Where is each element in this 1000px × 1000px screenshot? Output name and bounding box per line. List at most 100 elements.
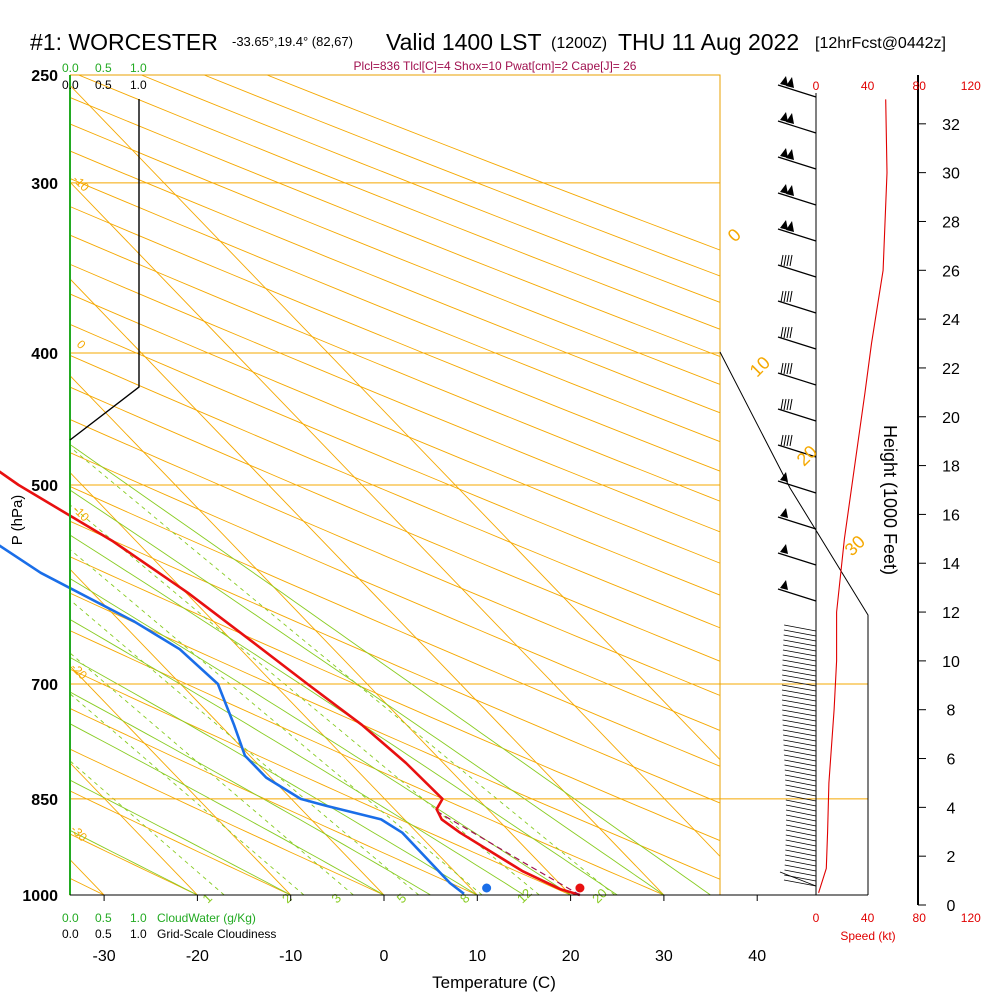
wind-barb-pennant <box>780 544 788 554</box>
wind-barb-feather <box>789 398 793 411</box>
dry-adiabat-line <box>70 386 720 662</box>
wind-barb-staff-low <box>785 789 817 797</box>
wind-barb-staff-low <box>784 624 817 632</box>
wind-barb-staff <box>777 588 817 602</box>
wind-barb-feather <box>789 326 793 339</box>
left-isotherm-label: 0 <box>74 337 89 352</box>
wind-barb-feather <box>780 254 784 267</box>
x-tick-label: 0 <box>380 948 389 965</box>
wind-barb-staff-low <box>783 879 817 887</box>
mixing-ratio-line <box>70 548 483 895</box>
dry-adiabat-line <box>70 293 720 564</box>
dry-adiabat-line <box>70 206 720 472</box>
wind-barb-staff-low <box>782 709 817 717</box>
height-tick-label: 30 <box>942 166 960 183</box>
height-tick-label: 26 <box>942 263 960 280</box>
wind-barb-staff-low <box>781 684 817 692</box>
plot-frame <box>69 74 868 896</box>
wind-barb-staff-low <box>784 769 817 777</box>
wind-barb-staff-low <box>782 674 817 682</box>
wind-barb-staff-low <box>785 804 817 812</box>
wind-barb-staff-low <box>783 739 817 747</box>
moist-adiabat-line <box>70 691 431 895</box>
height-tick-label: 8 <box>947 703 956 720</box>
top-cloudwater-tick-1: 0.5 <box>95 61 112 75</box>
dry-adiabat-line <box>70 97 720 358</box>
wind-barb-feather <box>786 326 790 339</box>
isotherm-label: 10 <box>746 353 774 381</box>
wind-barb-staff <box>777 156 817 170</box>
temperature-profile <box>0 470 581 897</box>
wind-barb-staff-low <box>784 864 817 872</box>
cloudiness-tick-2: 1.0 <box>130 927 147 941</box>
isotherm-line <box>70 568 385 895</box>
wind-barb-staff-low <box>785 799 817 807</box>
wind-barb-pennant <box>786 185 794 196</box>
wind-barb-staff-low <box>785 834 817 842</box>
isotherm-label: 0 <box>724 225 745 246</box>
dry-adiabat-line <box>70 418 720 696</box>
cloudwater-tick-2: 1.0 <box>130 911 147 925</box>
wind-barb-staff <box>777 516 817 530</box>
height-tick-label: 20 <box>942 410 960 427</box>
wind-barb-pennant <box>780 148 788 158</box>
wind-barb-staff-low <box>783 754 817 762</box>
cloudiness-tick-0: 0.0 <box>62 927 79 941</box>
top-cloudiness-tick-0: 0.0 <box>62 78 79 92</box>
dry-adiabat-line <box>70 123 720 385</box>
wind-barb-staff-low <box>784 869 817 877</box>
title-coords: -33.65°,19.4° (82,67) <box>232 34 353 49</box>
dry-adiabat-line <box>0 75 11 895</box>
wind-barb-staff-low <box>784 774 817 782</box>
wind-barb-staff-low <box>785 819 817 827</box>
speed-tick-label-top: 120 <box>961 79 981 93</box>
left-isotherm-label: -30 <box>68 822 90 844</box>
wind-barb-feather <box>789 434 793 447</box>
wind-barb-staff-low <box>785 784 817 792</box>
wind-barb-staff-low <box>782 724 817 732</box>
speed-axis-title: Speed (kt) <box>840 929 895 943</box>
height-tick-label: 0 <box>947 898 956 915</box>
height-tick-label: 28 <box>942 214 960 231</box>
x-axis-title: Temperature (C) <box>432 973 556 992</box>
speed-tick-label-bottom: 80 <box>913 911 927 925</box>
wind-barb-staff-low <box>782 659 817 667</box>
wind-barb-staff-low <box>784 859 817 867</box>
height-tick-label: 4 <box>947 800 956 817</box>
height-tick-label: 6 <box>947 752 956 769</box>
wind-barb-staff-low <box>783 639 817 647</box>
pressure-tick-label: 1000 <box>22 888 58 905</box>
title-date: THU 11 Aug 2022 <box>618 29 799 55</box>
left-isotherm-label: -20 <box>68 660 90 682</box>
wind-barb-staff <box>777 336 817 350</box>
wind-barb-staff-low <box>781 689 817 697</box>
wind-barb-staff-low <box>784 764 817 772</box>
wind-barbs <box>777 76 817 887</box>
speed-tick-label-top: 40 <box>861 79 875 93</box>
cloudiness-profile <box>69 99 140 441</box>
moist-adiabat-line <box>70 443 711 895</box>
wind-barb-feather <box>780 434 784 447</box>
pressure-tick-label: 500 <box>31 478 58 495</box>
wind-barb-staff-low <box>782 714 817 722</box>
height-tick-label: 18 <box>942 459 960 476</box>
wind-barb-staff-low <box>785 854 817 862</box>
wind-barb-staff-low <box>785 829 817 837</box>
wind-barb-feather <box>780 326 784 339</box>
wind-barb-pennant <box>780 220 788 230</box>
mixing-ratio-line <box>70 693 305 895</box>
wind-barb-staff-low <box>783 744 817 752</box>
pressure-tick-label: 300 <box>31 176 58 193</box>
wind-barb-staff-low <box>785 779 817 787</box>
wind-barb-pennant <box>780 508 788 518</box>
wind-barb-staff <box>777 192 817 206</box>
wind-barb-staff <box>777 84 817 98</box>
wind-barb-feather <box>783 290 787 303</box>
height-tick-label: 12 <box>942 605 960 622</box>
wind-barb-staff <box>777 300 817 314</box>
wind-barb-pennant <box>780 184 788 194</box>
wind-barb-staff-low <box>782 704 817 712</box>
height-tick-label: 22 <box>942 361 960 378</box>
height-speed-panel: 0246810121416182022242628303200404080801… <box>719 75 981 925</box>
